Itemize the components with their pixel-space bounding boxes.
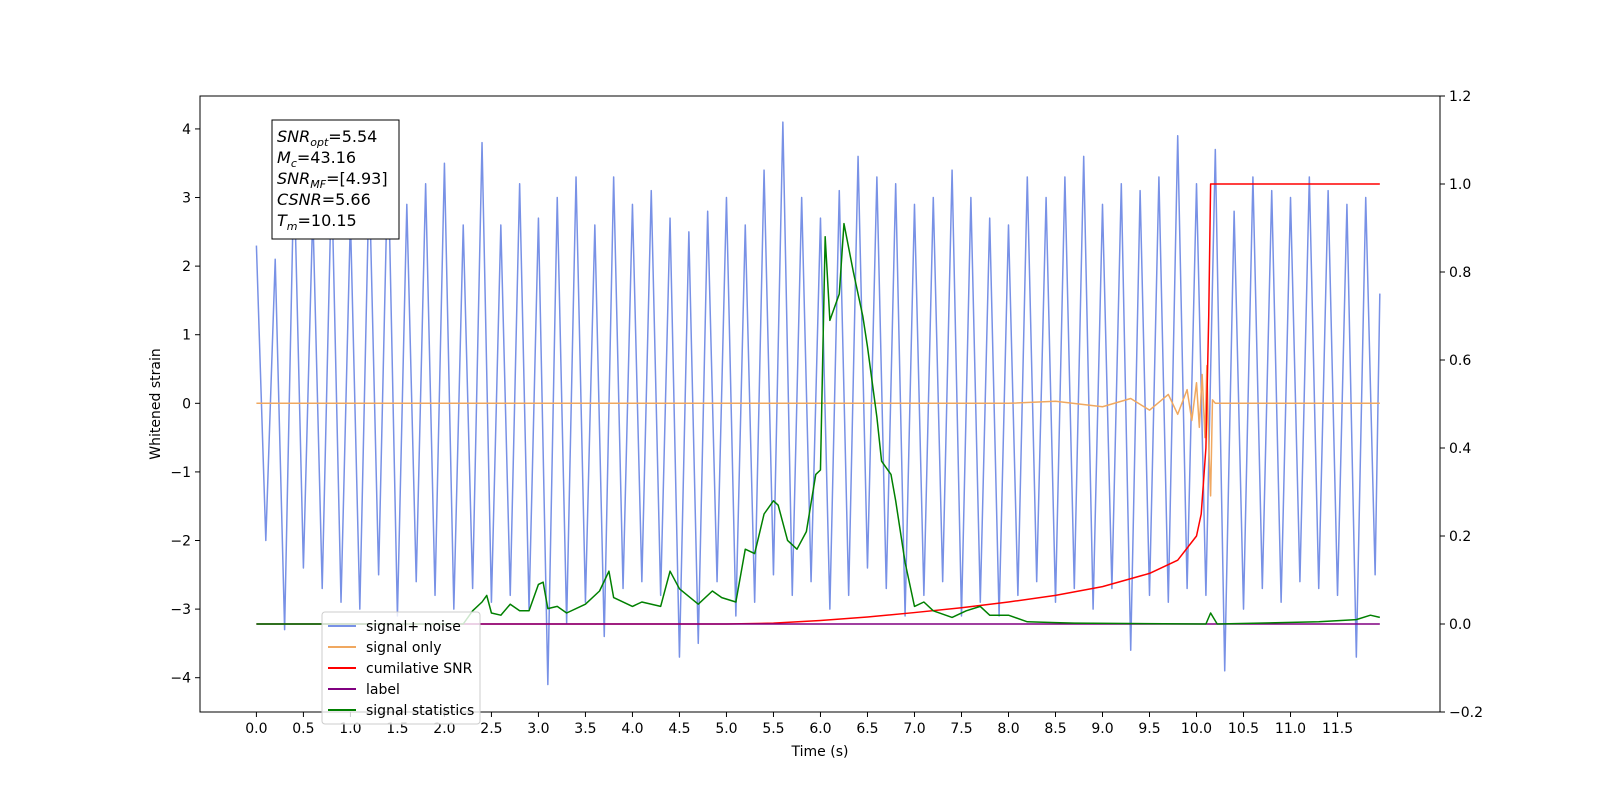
x-tick-label: 4.5 <box>668 721 690 737</box>
x-tick-label: 8.0 <box>997 721 1019 737</box>
legend-label: label <box>366 682 400 698</box>
legend-label: signal+ noise <box>366 619 461 635</box>
plot-area <box>255 121 1381 686</box>
y2-tick-label: 0.4 <box>1449 441 1471 457</box>
x-tick-label: 10.5 <box>1228 721 1259 737</box>
annotation-rest: =[4.93] <box>326 169 388 188</box>
x-tick-label: 2.5 <box>480 721 502 737</box>
x-tick-label: 7.5 <box>950 721 972 737</box>
x-tick-label: 6.0 <box>809 721 831 737</box>
x-tick-label: 4.0 <box>621 721 643 737</box>
x-axis-label: Time (s) <box>791 744 849 760</box>
y-tick-label: −2 <box>170 534 191 550</box>
y2-tick-label: 1.0 <box>1449 177 1471 193</box>
y-tick-label: −4 <box>170 671 191 687</box>
x-tick-label: 1.5 <box>386 721 408 737</box>
x-tick-label: 2.0 <box>433 721 455 737</box>
annotation-sub: MF <box>310 178 326 191</box>
x-tick-label: 1.0 <box>339 721 361 737</box>
series-line <box>256 183 1380 625</box>
annotation-main: SNR <box>277 169 310 188</box>
y2-tick-label: −0.2 <box>1449 705 1483 721</box>
annotation-text: Mc=43.16 <box>277 148 356 170</box>
annotation-rest: =10.15 <box>298 211 357 230</box>
legend-label: cumilative SNR <box>366 661 473 677</box>
series-line <box>256 222 1381 625</box>
y-tick-label: 0 <box>182 396 191 412</box>
x-tick-label: 0.0 <box>245 721 267 737</box>
annotation-box <box>271 119 400 240</box>
y2-tick-label: 1.2 <box>1449 89 1471 105</box>
x-tick-label: 11.0 <box>1275 721 1306 737</box>
annotation-main: CSNR <box>277 190 322 209</box>
legend-box <box>321 611 481 725</box>
legend-label: signal statistics <box>366 703 474 719</box>
y-tick-label: 3 <box>182 191 191 207</box>
y-tick-label: 2 <box>182 259 191 275</box>
annotation-rest: =43.16 <box>297 148 356 167</box>
x-tick-label: 9.5 <box>1138 721 1160 737</box>
annotation-text: Tm=10.15 <box>277 211 357 233</box>
y2-tick-label: 0.6 <box>1449 353 1471 369</box>
annotation-main: T <box>277 211 288 230</box>
annotation-text: CSNR=5.66 <box>277 190 371 209</box>
x-tick-label: 10.0 <box>1181 721 1212 737</box>
x-tick-label: 5.5 <box>762 721 784 737</box>
legend-label: signal only <box>366 640 441 656</box>
annotation-text: SNRMF=[4.93] <box>277 169 388 191</box>
y2-tick-label: 0.0 <box>1449 617 1471 633</box>
series-line <box>256 364 1380 497</box>
x-tick-label: 7.0 <box>903 721 925 737</box>
y-tick-label: 4 <box>182 122 191 138</box>
annotation-sub: opt <box>310 136 329 149</box>
x-tick-label: 6.5 <box>856 721 878 737</box>
x-tick-label: 11.5 <box>1322 721 1353 737</box>
x-tick-label: 3.5 <box>574 721 596 737</box>
x-tick-label: 0.5 <box>292 721 314 737</box>
annotation-rest: =5.54 <box>328 127 377 146</box>
y-tick-label: −3 <box>170 602 191 618</box>
y-axis-label: Whitened strain <box>148 348 164 459</box>
x-tick-label: 5.0 <box>715 721 737 737</box>
annotation-main: SNR <box>277 127 310 146</box>
x-tick-label: 8.5 <box>1044 721 1066 737</box>
annotation-sub: c <box>291 157 297 170</box>
y2-tick-label: 0.2 <box>1449 529 1471 545</box>
annotation-rest: =5.66 <box>322 190 371 209</box>
annotation-main: M <box>277 148 291 167</box>
y-tick-label: 1 <box>182 328 191 344</box>
x-tick-label: 3.0 <box>527 721 549 737</box>
y2-tick-label: 0.8 <box>1449 265 1471 281</box>
x-tick-label: 9.0 <box>1091 721 1113 737</box>
annotation-text: SNRopt=5.54 <box>277 127 377 149</box>
series-line <box>255 121 1381 686</box>
y-tick-label: −1 <box>170 465 191 481</box>
annotation-sub: m <box>287 220 298 233</box>
